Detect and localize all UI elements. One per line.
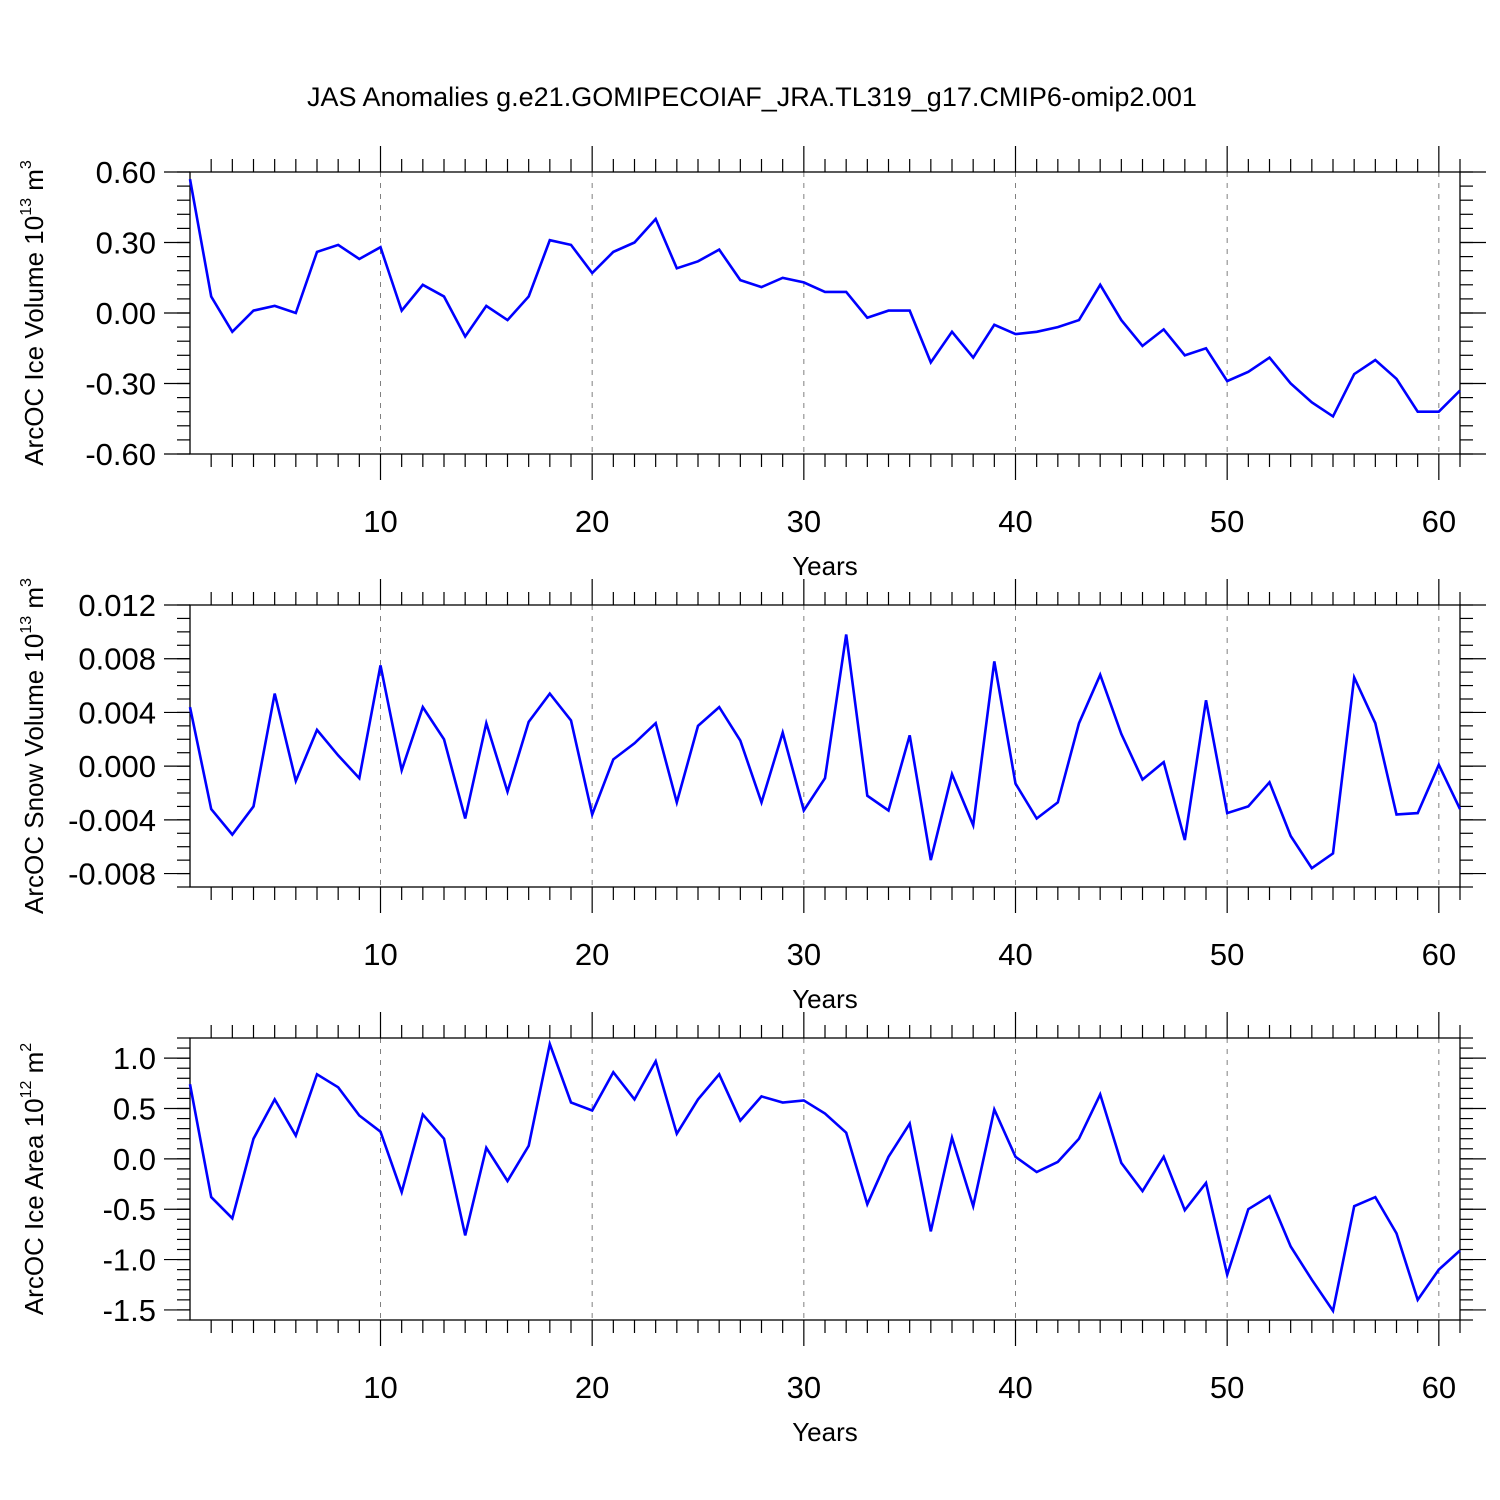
y-tick-label: 0.00	[96, 296, 156, 331]
y-tick-label: 0.008	[78, 642, 156, 677]
y-tick-label: 0.012	[78, 588, 156, 623]
x-axis-label: Years	[792, 551, 858, 581]
x-axis-label: Years	[792, 1417, 858, 1447]
y-tick-label: 0.000	[78, 749, 156, 784]
chart-panel-1: 0.60 0.30 0.00 -0.30 -0.60 10 20 30 40 50 60 Years A…	[18, 146, 1486, 581]
plot-frame	[189, 1037, 1461, 1321]
x-tick-label: 60	[1422, 937, 1456, 972]
y-tick-label: 1.0	[113, 1041, 156, 1076]
x-tick-label: 50	[1210, 1370, 1244, 1405]
series-line	[188, 634, 1462, 871]
x-tick-label: 60	[1422, 504, 1456, 539]
y-tick-label: -0.004	[68, 803, 156, 838]
y-tick-label: -0.60	[85, 437, 156, 472]
y-tick-label: 0.0	[113, 1142, 156, 1177]
x-tick-label: 10	[363, 937, 397, 972]
x-tick-label: 50	[1210, 504, 1244, 539]
x-tick-label: 10	[363, 504, 397, 539]
y-axis-label: ArcOC Ice Volume 1013 m3	[18, 160, 49, 466]
x-tick-label: 20	[575, 504, 609, 539]
figure-title: JAS Anomalies g.e21.GOMIPECOIAF_JRA.TL31…	[307, 82, 1197, 112]
y-tick-label: -1.0	[103, 1243, 156, 1278]
x-tick-label: 60	[1422, 1370, 1456, 1405]
x-tick-label: 20	[575, 937, 609, 972]
y-tick-label: 0.5	[113, 1092, 156, 1127]
x-tick-label: 10	[363, 1370, 397, 1405]
y-axis-label: ArcOC Ice Area 1012 m2	[18, 1043, 49, 1315]
y-tick-label: 0.30	[96, 226, 156, 261]
x-tick-label: 50	[1210, 937, 1244, 972]
chart-panel-2: 0.012 0.008 0.004 0.000 -0.004 -0.008 10 20 30 40…	[18, 578, 1486, 1014]
series-line	[188, 1039, 1461, 1315]
x-tick-label: 30	[787, 504, 821, 539]
y-tick-label: -0.30	[85, 367, 156, 402]
x-tick-label: 30	[787, 1370, 821, 1405]
y-tick-label: 0.004	[78, 695, 156, 730]
y-tick-label: -1.5	[103, 1293, 156, 1328]
plot-frame	[189, 604, 1461, 888]
y-axis-label: ArcOC Snow Volume 1013 m3	[18, 578, 49, 914]
x-tick-label: 40	[998, 1370, 1032, 1405]
x-tick-label: 40	[998, 504, 1032, 539]
x-axis-label: Years	[792, 984, 858, 1014]
x-tick-label: 40	[998, 937, 1032, 972]
series-line	[188, 178, 1461, 419]
x-tick-label: 20	[575, 1370, 609, 1405]
y-tick-label: -0.5	[103, 1192, 156, 1227]
chart-panel-3: 1.0 0.5 0.0 -0.5 -1.0 -1.5 10 20 30 40 50 60 Years Ar…	[18, 1012, 1486, 1447]
y-tick-label: -0.008	[68, 857, 156, 892]
y-tick-label: 0.60	[96, 155, 156, 190]
plot-frame	[189, 171, 1461, 455]
x-tick-label: 30	[787, 937, 821, 972]
